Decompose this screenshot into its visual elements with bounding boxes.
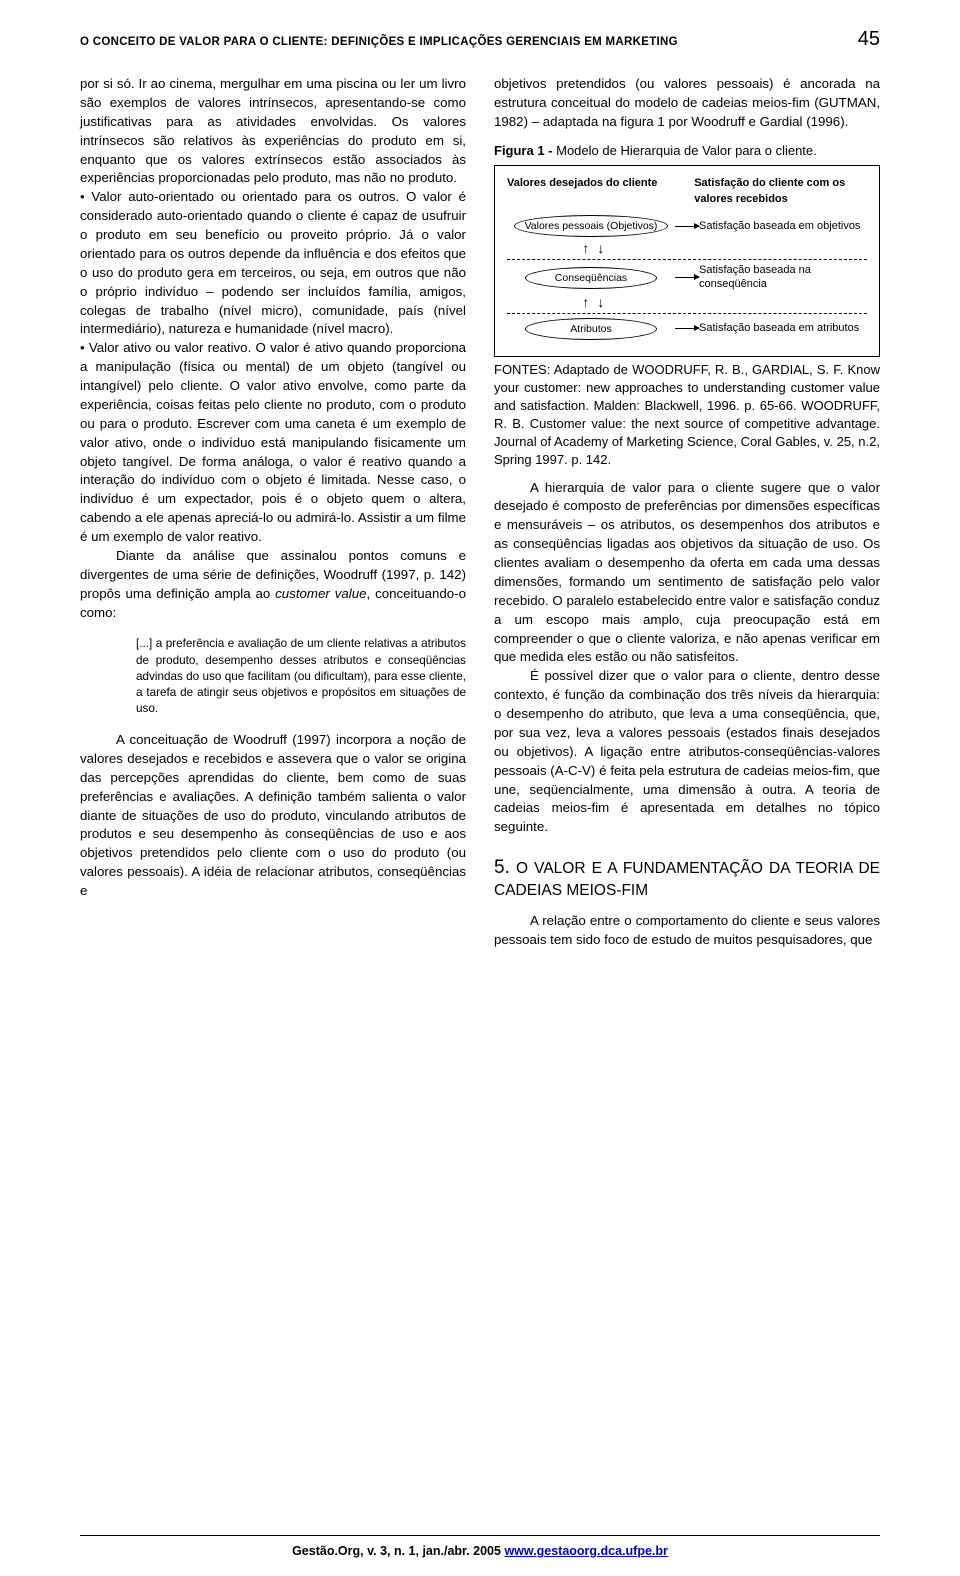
sat-objetivos: Satisfação baseada em objetivos	[699, 220, 867, 233]
right-paragraph-2: A hierarquia de valor para o cliente sug…	[494, 479, 880, 668]
left-paragraph-2: Diante da análise que assinalou pontos c…	[80, 547, 466, 623]
left-bullet-1: • Valor auto-orientado ou orientado para…	[80, 188, 466, 339]
diagram-row-2: Conseqüências Satisfação baseada na cons…	[507, 264, 867, 290]
footer-link[interactable]: www.gestaoorg.dca.ufpe.br	[504, 1544, 667, 1558]
page-footer: Gestão.Org, v. 3, n. 1, jan./abr. 2005 w…	[0, 1544, 960, 1558]
left-column: por si só. Ir ao cinema, mergulhar em um…	[80, 75, 466, 949]
footer-text: Gestão.Org, v. 3, n. 1, jan./abr. 2005	[292, 1544, 504, 1558]
running-title: O CONCEITO DE VALOR PARA O CLIENTE: DEFI…	[80, 36, 678, 48]
figure-1-diagram: Valores desejados do cliente Satisfação …	[494, 165, 880, 357]
right-paragraph-1: objetivos pretendidos (ou valores pessoa…	[494, 75, 880, 132]
arrow-right-icon	[675, 328, 699, 329]
sat-atributos: Satisfação baseada em atributos	[699, 322, 867, 335]
diagram-dash-2	[507, 313, 867, 314]
arrow-right-icon	[675, 226, 699, 227]
diagram-head-right: Satisfação do cliente com os valores rec…	[694, 176, 867, 207]
left-p2-italic: customer value	[275, 586, 366, 601]
arrow-updown-icon: ↑↓	[582, 241, 604, 255]
footer-rule	[80, 1535, 880, 1536]
diagram-row-3: Atributos Satisfação baseada em atributo…	[507, 318, 867, 340]
diagram-header-row: Valores desejados do cliente Satisfação …	[507, 176, 867, 207]
arrow-right-icon	[675, 277, 699, 278]
right-column: objetivos pretendidos (ou valores pessoa…	[494, 75, 880, 949]
diagram-head-left: Valores desejados do cliente	[507, 176, 680, 207]
section-title: O VALOR E A FUNDAMENTAÇÃO DA TEORIA DE C…	[494, 860, 880, 899]
page-header: O CONCEITO DE VALOR PARA O CLIENTE: DEFI…	[80, 28, 880, 51]
diagram-updown-1: ↑↓	[507, 241, 867, 255]
sat-consequencia: Satisfação baseada na conseqüência	[699, 264, 867, 290]
node-atributos: Atributos	[525, 318, 657, 340]
node-consequencias: Conseqüências	[525, 267, 657, 289]
right-paragraph-3: É possível dizer que o valor para o clie…	[494, 667, 880, 837]
section-number: 5.	[494, 857, 510, 878]
diagram-row-1: Valores pessoais (Objetivos) Satisfação …	[507, 215, 867, 237]
left-paragraph-1: por si só. Ir ao cinema, mergulhar em um…	[80, 75, 466, 188]
blockquote: [...] a preferência e avaliação de um cl…	[136, 636, 466, 717]
diagram-updown-2: ↑↓	[507, 295, 867, 309]
arrow-updown-icon: ↑↓	[582, 295, 604, 309]
figure-label: Figura 1 -	[494, 143, 556, 158]
diagram-dash-1	[507, 259, 867, 260]
figure-title: Modelo de Hierarquia de Valor para o cli…	[556, 143, 817, 158]
right-paragraph-4: A relação entre o comportamento do clien…	[494, 912, 880, 950]
section-5-heading: 5. O VALOR E A FUNDAMENTAÇÃO DA TEORIA D…	[494, 855, 880, 902]
figure-sources: FONTES: Adaptado de WOODRUFF, R. B., GAR…	[494, 361, 880, 469]
page-number: 45	[858, 28, 880, 51]
page: O CONCEITO DE VALOR PARA O CLIENTE: DEFI…	[0, 0, 960, 1576]
figure-caption: Figura 1 - Modelo de Hierarquia de Valor…	[494, 142, 880, 160]
left-paragraph-3: A conceituação de Woodruff (1997) incorp…	[80, 731, 466, 901]
left-bullet-2: • Valor ativo ou valor reativo. O valor …	[80, 339, 466, 547]
two-column-body: por si só. Ir ao cinema, mergulhar em um…	[80, 75, 880, 949]
node-valores-pessoais: Valores pessoais (Objetivos)	[514, 215, 669, 237]
